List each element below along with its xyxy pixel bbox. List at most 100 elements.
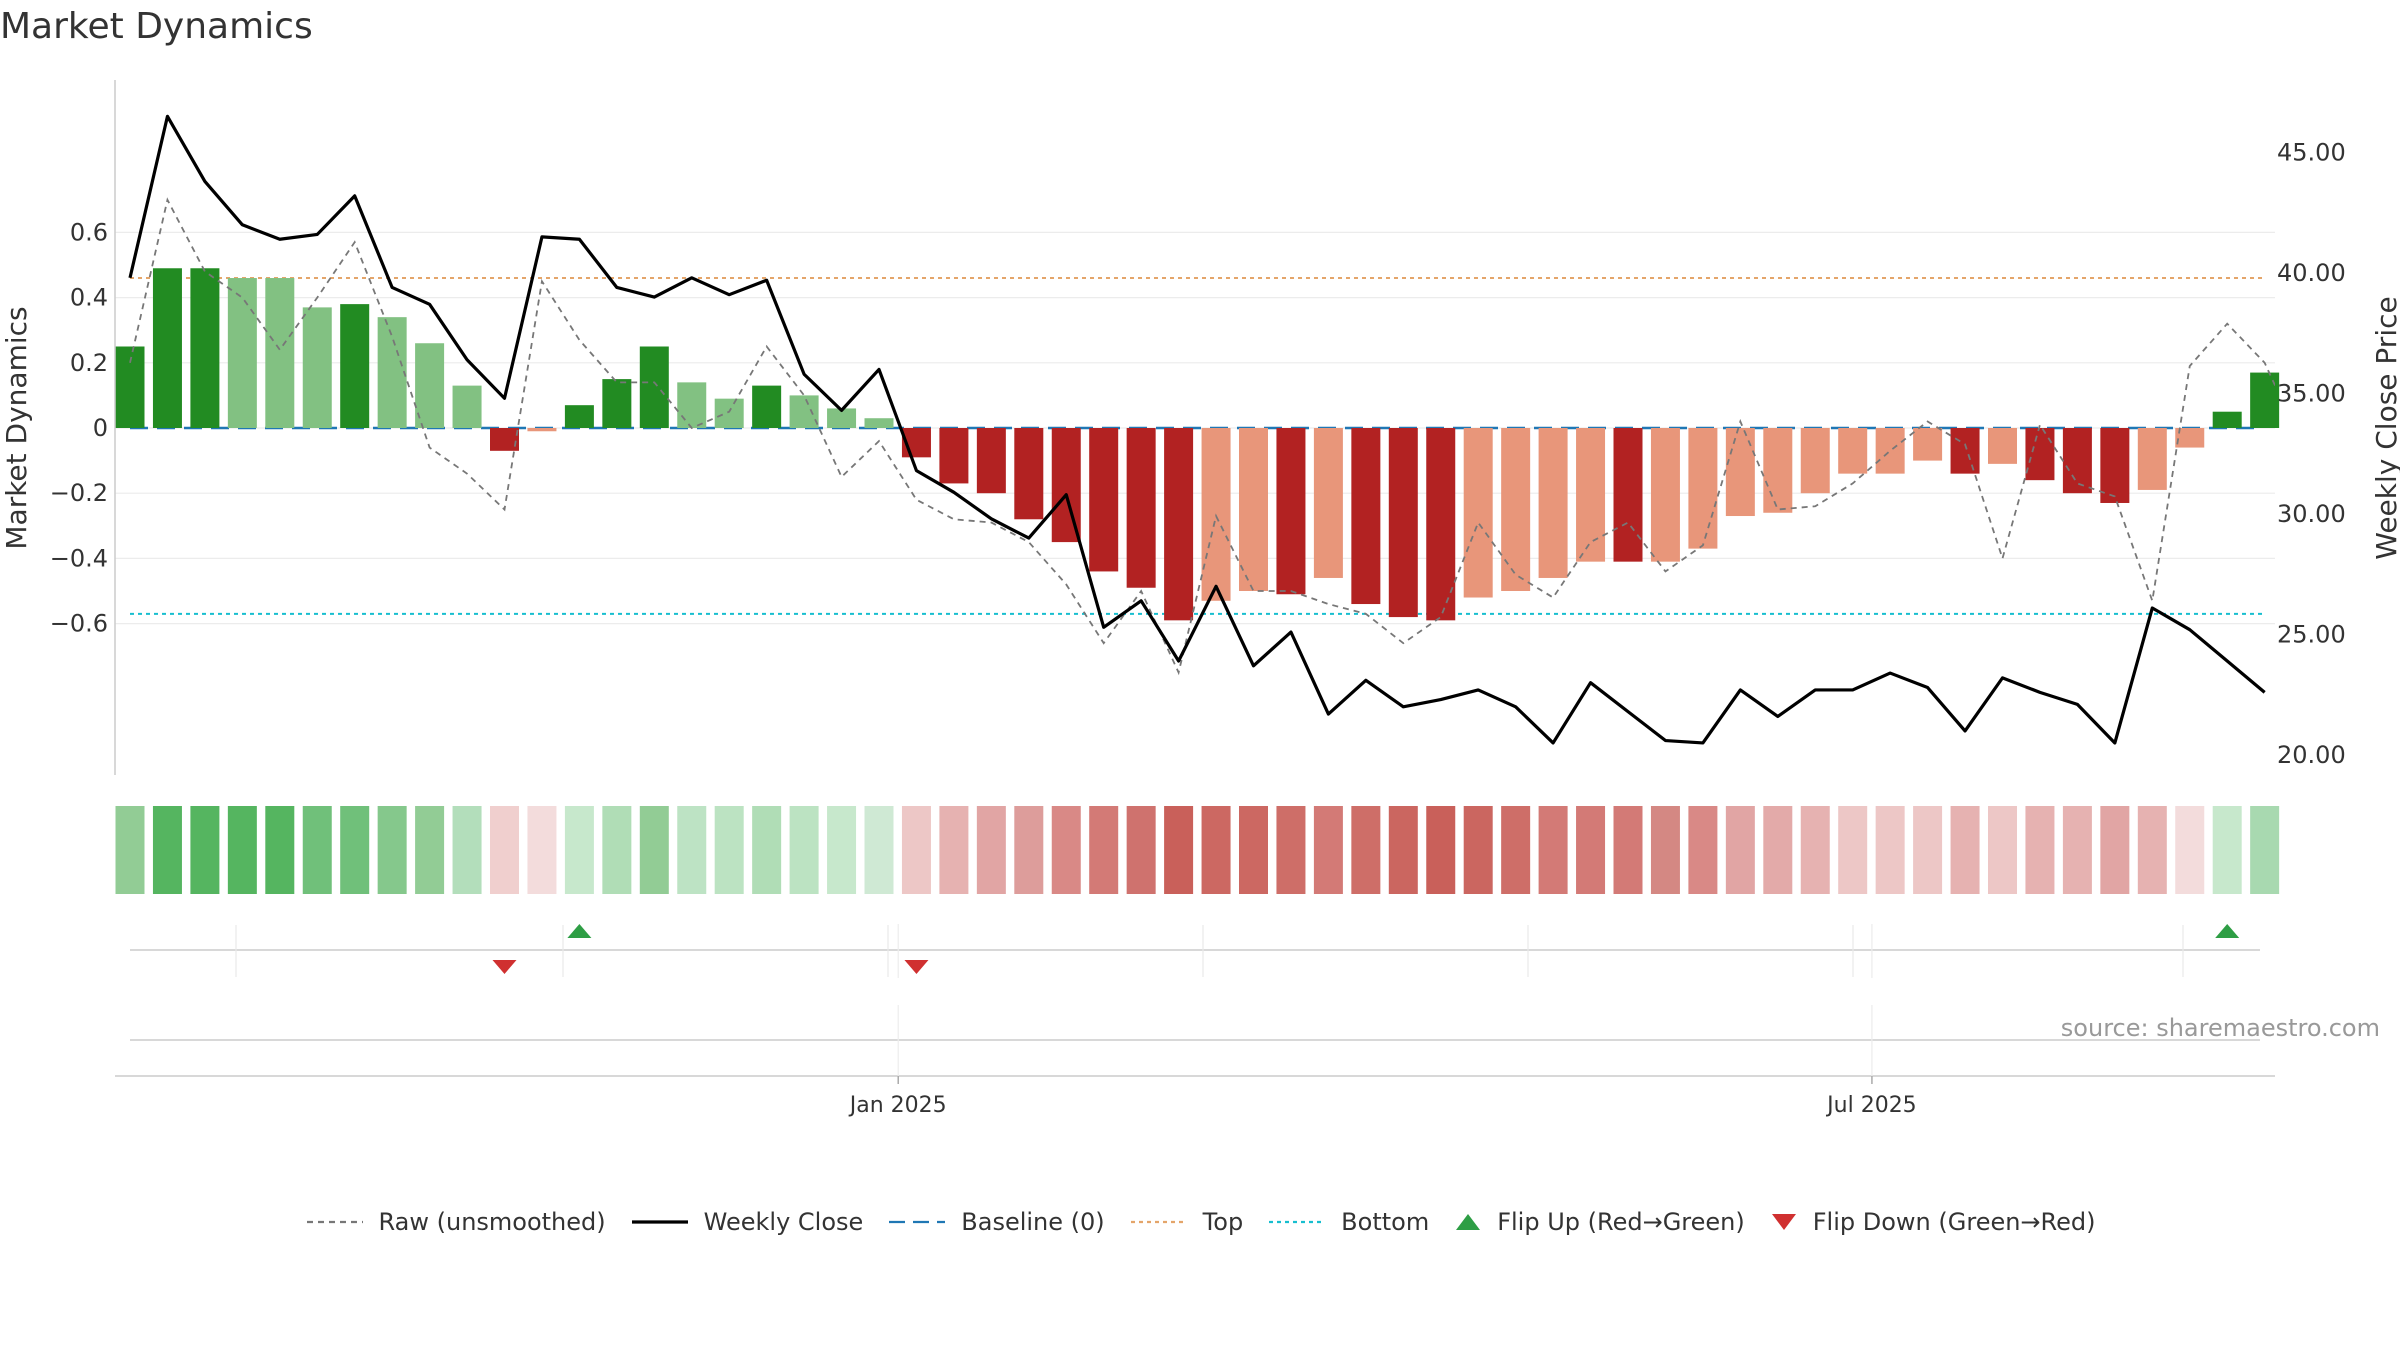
legend-item: Top xyxy=(1129,1208,1244,1236)
y2-tick-label: 25.00 xyxy=(2277,621,2346,649)
weekly-close-line xyxy=(128,114,2266,745)
heat-cell xyxy=(340,806,370,894)
heat-cell xyxy=(1388,806,1418,894)
legend-swatch xyxy=(631,1220,688,1224)
x-axis: Jan 2025 Jul 2025 xyxy=(115,924,2275,1118)
y-tick-label: −0.6 xyxy=(50,610,108,638)
dynamics-bar xyxy=(340,304,370,428)
y-tick-label: 0.2 xyxy=(70,349,108,377)
heat-cell xyxy=(714,806,744,894)
dynamics-bar xyxy=(939,428,969,484)
heat-cell xyxy=(1276,806,1306,894)
dynamics-bar xyxy=(639,346,669,428)
legend-item: Weekly Close xyxy=(630,1208,864,1236)
y-tick-label: −0.2 xyxy=(50,479,108,507)
dynamics-bar xyxy=(115,346,145,428)
legend-swatch xyxy=(1130,1220,1187,1224)
legend-item: Flip Down (Green→Red) xyxy=(1769,1208,2096,1236)
heat-cell xyxy=(1650,806,1680,894)
heat-cell xyxy=(1988,806,2017,894)
heat-cell xyxy=(452,806,482,894)
legend-label: Weekly Close xyxy=(703,1208,864,1236)
dynamics-bar xyxy=(190,268,220,428)
dynamics-bar xyxy=(1613,428,1643,562)
legend-swatch xyxy=(306,1220,363,1224)
heat-cell xyxy=(1688,806,1718,894)
heat-cell xyxy=(152,806,182,894)
heat-cell xyxy=(1800,806,1830,894)
heat-cell xyxy=(2025,806,2055,894)
heat-cell xyxy=(1201,806,1231,894)
x-tick-label: Jul 2025 xyxy=(1825,1093,1917,1118)
heat-cell xyxy=(265,806,295,894)
dynamics-bar xyxy=(1276,428,1306,595)
heat-strip xyxy=(115,806,2280,894)
dynamics-bar xyxy=(789,395,819,428)
dynamics-bar xyxy=(302,307,332,428)
dynamics-bar xyxy=(602,379,632,428)
dynamics-bar xyxy=(1164,428,1194,621)
heat-cell xyxy=(115,806,145,894)
legend-item: Raw (unsmoothed) xyxy=(305,1208,606,1236)
dynamics-bar xyxy=(677,382,707,428)
y2-tick-label: 40.00 xyxy=(2277,259,2346,287)
dynamics-bar xyxy=(2025,428,2055,481)
dynamics-bar xyxy=(1313,428,1343,578)
heat-cell xyxy=(1351,806,1381,894)
raw-unsmoothed-line xyxy=(129,197,2275,676)
heat-cell xyxy=(2175,806,2205,894)
legend-label: Top xyxy=(1202,1208,1244,1236)
legend-label: Bottom xyxy=(1341,1208,1430,1236)
heat-cell xyxy=(1538,806,1568,894)
y-tick-label: 0 xyxy=(93,414,108,442)
y2-tick-label: 45.00 xyxy=(2277,139,2346,167)
heat-cell xyxy=(677,806,707,894)
dynamics-bar xyxy=(377,317,407,428)
dynamics-bar xyxy=(752,385,782,428)
legend-label: Baseline (0) xyxy=(961,1208,1105,1236)
legend-swatch xyxy=(1771,1214,1796,1230)
heat-cell xyxy=(227,806,257,894)
heat-cell xyxy=(564,806,594,894)
heat-cell xyxy=(1051,806,1081,894)
heat-cell xyxy=(1501,806,1531,894)
dynamics-bar xyxy=(1800,428,1830,494)
heat-cell xyxy=(1875,806,1905,894)
legend-item: Bottom xyxy=(1267,1208,1429,1236)
dynamics-bars xyxy=(115,268,2280,621)
dynamics-bar xyxy=(864,418,894,428)
legend-label: Flip Up (Red→Green) xyxy=(1497,1208,1745,1236)
heat-cell xyxy=(1913,806,1943,894)
heat-cell xyxy=(302,806,332,894)
dynamics-bar xyxy=(1875,428,1905,474)
dynamics-bar xyxy=(452,385,482,428)
dynamics-bar xyxy=(490,428,519,451)
flip-down-marker xyxy=(904,960,929,974)
flip-markers xyxy=(130,924,2260,977)
heat-cell xyxy=(2250,806,2280,894)
heat-cell xyxy=(415,806,445,894)
dynamics-bar xyxy=(1988,428,2017,464)
y2-tick-label: 35.00 xyxy=(2277,380,2346,408)
dynamics-bar xyxy=(1014,428,1044,520)
dynamics-bar xyxy=(1501,428,1531,591)
heat-cell xyxy=(752,806,782,894)
dynamics-bar xyxy=(1763,428,1793,513)
heat-cell xyxy=(2212,806,2242,894)
heat-cell xyxy=(789,806,819,894)
heat-cell xyxy=(527,806,557,894)
dynamics-bar xyxy=(1913,428,1943,461)
chart-title: Market Dynamics xyxy=(0,6,313,47)
dynamics-bar xyxy=(1725,428,1755,517)
chart-legend: Raw (unsmoothed) Weekly Close Baseline (0)… xyxy=(0,1208,2400,1236)
flip-up-marker xyxy=(2215,924,2240,938)
dynamics-bar xyxy=(527,428,557,432)
dynamics-bar xyxy=(1650,428,1680,562)
heat-cell xyxy=(2062,806,2092,894)
heat-cell xyxy=(602,806,632,894)
heat-cell xyxy=(1950,806,1980,894)
heat-cell xyxy=(864,806,894,894)
heat-cell xyxy=(1164,806,1194,894)
y-tick-label: 0.4 xyxy=(70,284,108,312)
